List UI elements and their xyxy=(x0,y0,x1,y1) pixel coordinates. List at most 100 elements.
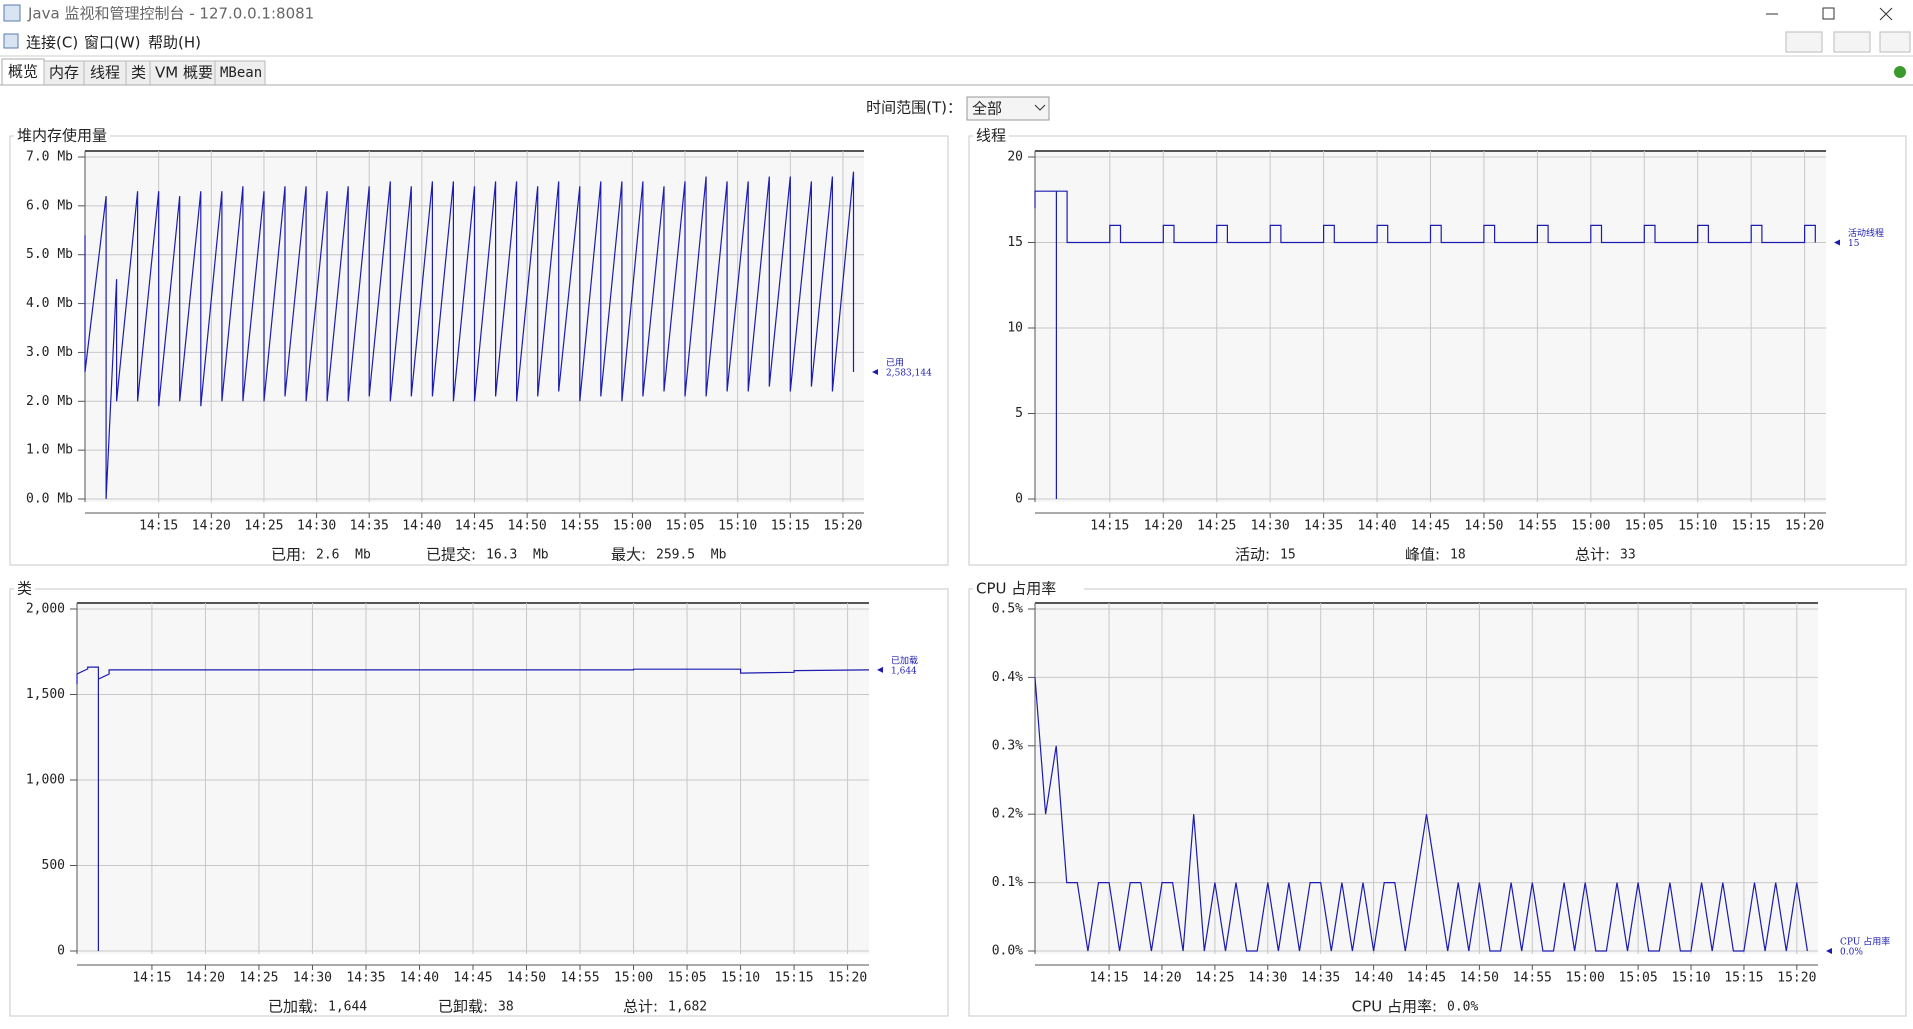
x-tick-label: 15:10 xyxy=(1671,971,1710,986)
x-tick-label: 14:40 xyxy=(400,971,439,986)
x-tick-label: 15:10 xyxy=(718,519,757,534)
tab[interactable] xyxy=(214,60,266,86)
panel-border xyxy=(9,135,949,566)
x-tick-label: 14:55 xyxy=(560,971,599,986)
x-tick-label: 14:20 xyxy=(186,971,225,986)
time-range-value[interactable]: 全部 xyxy=(972,100,1002,118)
stat-value: 259.5 Mb xyxy=(656,548,727,563)
x-tick-label: 15:00 xyxy=(613,519,652,534)
restore-button[interactable] xyxy=(1822,7,1835,20)
x-tick-label: 15:15 xyxy=(775,971,814,986)
stat-label: CPU 占用率: xyxy=(1352,998,1437,1016)
end-marker xyxy=(1826,948,1832,954)
close-button[interactable] xyxy=(1879,7,1893,21)
x-tick-label: 14:20 xyxy=(1142,971,1181,986)
stat-label: 活动: xyxy=(1235,546,1270,564)
x-tick-label: 15:20 xyxy=(1785,519,1824,534)
stat-label: 已用: xyxy=(271,546,306,564)
x-tick-label: 14:50 xyxy=(1460,971,1499,986)
x-tick-label: 15:10 xyxy=(1678,519,1717,534)
x-tick-label: 14:55 xyxy=(560,519,599,534)
data-line xyxy=(84,171,855,500)
x-tick-label: 14:25 xyxy=(239,971,278,986)
x-tick-label: 14:45 xyxy=(1407,971,1446,986)
x-tick-label: 15:15 xyxy=(1732,519,1771,534)
end-marker xyxy=(1834,239,1840,246)
tab-label[interactable]: 类 xyxy=(131,64,146,82)
y-tick-label: 0.2% xyxy=(992,807,1023,822)
x-tick-label: 15:20 xyxy=(828,971,867,986)
panel-border xyxy=(9,588,949,1017)
series-name: 活动线程 xyxy=(1848,227,1884,239)
y-tick-label: 0.4% xyxy=(992,670,1023,685)
connection-icon xyxy=(1894,66,1906,78)
end-marker xyxy=(877,666,883,673)
stat-label: 已提交: xyxy=(426,546,476,564)
y-tick-label: 1,500 xyxy=(26,687,65,702)
stat-value: 16.3 Mb xyxy=(486,548,549,563)
tab-label[interactable]: 内存 xyxy=(49,64,79,82)
tab-label[interactable]: 线程 xyxy=(90,64,120,82)
panel-title-bg xyxy=(14,127,110,145)
x-tick-label: 15:00 xyxy=(1571,519,1610,534)
stat-value: 18 xyxy=(1450,548,1466,563)
tab-label[interactable]: VM 概要 xyxy=(155,64,213,82)
inner-minimize[interactable] xyxy=(1785,31,1823,53)
x-tick-label: 14:20 xyxy=(192,519,231,534)
x-tick-label: 15:05 xyxy=(665,519,704,534)
stat-label: 总计: xyxy=(1575,546,1610,564)
y-tick-label: 4.0 Mb xyxy=(26,296,73,311)
x-tick-label: 14:50 xyxy=(1464,519,1503,534)
panel-title: 堆内存使用量 xyxy=(17,127,107,145)
x-tick-label: 14:25 xyxy=(244,519,283,534)
x-tick-label: 15:20 xyxy=(823,519,862,534)
inner-maximize[interactable] xyxy=(1833,31,1871,53)
stat-label: 已加载: xyxy=(268,998,318,1016)
window-title: Java 监视和管理控制台 - 127.0.0.1:8081 xyxy=(27,5,314,23)
x-tick-label: 15:05 xyxy=(1625,519,1664,534)
inner-close[interactable] xyxy=(1879,31,1911,53)
x-tick-label: 14:50 xyxy=(507,971,546,986)
series-name: 已用 xyxy=(886,357,904,368)
panel-title-bg xyxy=(973,580,1084,598)
x-tick-label: 14:40 xyxy=(1354,971,1393,986)
y-tick-label: 0 xyxy=(1015,492,1023,507)
series-name: 已加载 xyxy=(891,654,918,666)
y-tick-label: 1.0 Mb xyxy=(26,443,73,458)
x-tick-label: 14:25 xyxy=(1195,971,1234,986)
x-tick-label: 14:40 xyxy=(1357,519,1396,534)
x-tick-label: 14:25 xyxy=(1197,519,1236,534)
x-tick-label: 14:45 xyxy=(1411,519,1450,534)
y-tick-label: 2,000 xyxy=(26,602,65,617)
panel-border xyxy=(968,135,1907,566)
y-tick-label: 15 xyxy=(1007,235,1023,250)
x-tick-label: 14:55 xyxy=(1513,971,1552,986)
x-tick-label: 15:10 xyxy=(721,971,760,986)
panel-border xyxy=(968,588,1907,1017)
tab[interactable] xyxy=(43,60,85,86)
stat-value: 33 xyxy=(1620,548,1636,563)
y-tick-label: 0.5% xyxy=(992,602,1023,617)
y-tick-label: 0.0% xyxy=(992,944,1023,959)
time-range-select[interactable] xyxy=(966,96,1050,121)
menu-item[interactable]: 窗口(W) xyxy=(84,34,141,52)
y-tick-label: 6.0 Mb xyxy=(26,198,73,213)
data-line xyxy=(1034,677,1808,952)
menu-item[interactable]: 连接(C) xyxy=(26,34,78,52)
stat-value: 1,682 xyxy=(668,1000,707,1015)
menu-item[interactable]: 帮助(H) xyxy=(148,34,201,52)
y-tick-label: 10 xyxy=(1007,321,1023,336)
stat-label: 总计: xyxy=(623,998,658,1016)
y-tick-label: 7.0 Mb xyxy=(26,150,73,165)
stat-label: 最大: xyxy=(611,546,646,564)
x-tick-label: 15:05 xyxy=(667,971,706,986)
x-tick-label: 15:15 xyxy=(771,519,810,534)
tab-label[interactable]: MBean xyxy=(220,65,262,81)
stat-value: 15 xyxy=(1280,548,1296,563)
x-tick-label: 14:45 xyxy=(453,971,492,986)
tab[interactable] xyxy=(149,60,216,86)
y-tick-label: 3.0 Mb xyxy=(26,345,73,360)
tab-label[interactable]: 概览 xyxy=(8,63,38,81)
y-tick-label: 5 xyxy=(1015,406,1023,421)
